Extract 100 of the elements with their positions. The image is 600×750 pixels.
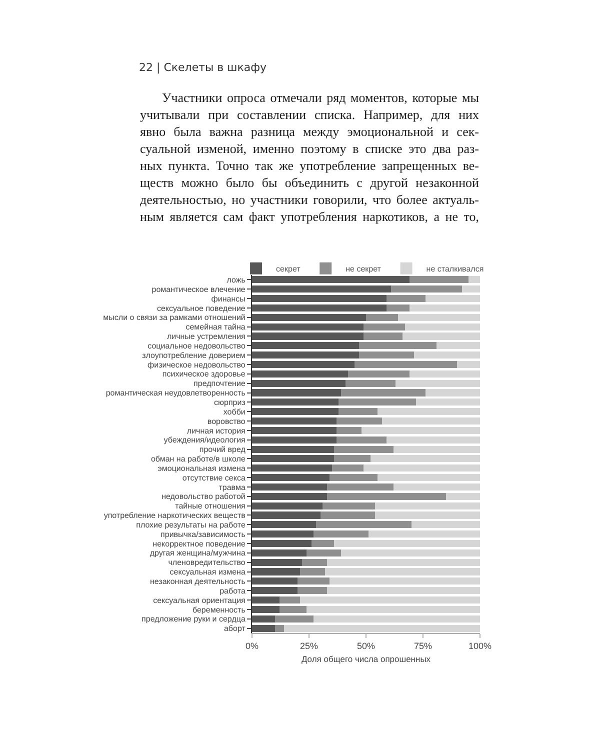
y-tick-label: недовольство работой — [162, 492, 246, 502]
bar — [252, 558, 302, 566]
bar — [252, 304, 387, 312]
y-tick-label: воровство — [207, 416, 246, 426]
bar — [334, 455, 371, 462]
y-tick-label: отсутствие секса — [182, 473, 246, 482]
y-tick-label: тайные отношения — [175, 502, 246, 511]
y-tick-label: обман на работе/в школе — [150, 454, 246, 464]
bar — [409, 370, 480, 378]
bar — [386, 295, 426, 302]
bar — [327, 492, 446, 500]
bar — [377, 474, 480, 482]
bar — [311, 540, 334, 548]
bar — [252, 389, 341, 396]
x-tick-label: 25% — [300, 640, 318, 651]
bar — [359, 342, 437, 350]
y-tick-label: физическое недовольство — [148, 360, 246, 370]
bar — [330, 474, 378, 482]
legend-label: не секрет — [346, 264, 382, 274]
bar — [252, 615, 275, 622]
bar — [386, 436, 480, 444]
bar — [375, 502, 480, 510]
bar — [364, 464, 480, 472]
y-tick-label: некорректное поведение — [152, 539, 246, 548]
bar — [252, 323, 364, 330]
bar — [404, 323, 480, 330]
bar — [252, 568, 300, 576]
bar — [252, 483, 328, 491]
bar — [252, 314, 366, 321]
y-tick-label: прочий вред — [199, 445, 246, 454]
bar — [298, 587, 328, 594]
bar — [462, 286, 480, 293]
y-tick-label: романтическое влечение — [152, 284, 246, 294]
bar — [368, 530, 480, 538]
y-tick-label: другая женщина/мужчина — [150, 548, 246, 558]
bar — [252, 474, 330, 482]
bar — [364, 332, 402, 340]
bar — [377, 408, 480, 416]
text: Участники опроса отмечали ряд моментов, которые мы учитывали при составлении списка. Например, для них явно была важна разница между эмоциональной и сек- суальной изменой, именно поэтому в списке это два раз- ных пункта. Точно так же употребление запрещенных ве- ществ можно было бы объединить с другой незаконной деятельностью, но участники говорили, что более актуаль- ным является сам факт употребления наркотиков, а не то, — [140, 89, 479, 225]
bar — [300, 596, 480, 604]
bar — [252, 492, 328, 500]
bar — [345, 380, 396, 387]
y-tick-label: финансы — [211, 294, 246, 304]
y-tick-label: мысли о связи за рамками отношений — [103, 313, 246, 322]
bar — [468, 276, 480, 284]
y-tick-label: работа — [220, 586, 246, 596]
y-tick-label: хобби — [223, 407, 246, 416]
bar — [327, 587, 480, 594]
bar — [252, 426, 336, 434]
bar — [252, 502, 323, 510]
bar — [393, 483, 480, 491]
bar — [457, 360, 480, 368]
bar — [334, 446, 394, 453]
bar — [252, 398, 339, 406]
legend-label: не сталкивался — [426, 264, 484, 274]
y-tick-label: сюрприз — [214, 398, 246, 407]
x-tick-label: 50% — [356, 640, 376, 651]
bar — [382, 417, 480, 425]
y-tick-label: сексуальное поведение — [156, 304, 246, 313]
bar — [252, 408, 339, 416]
y-tick-label: беременность — [192, 605, 246, 614]
bar — [252, 596, 280, 604]
bar — [336, 417, 382, 425]
y-tick-label: предпочтение — [194, 379, 246, 388]
bar — [252, 342, 360, 350]
bar — [316, 521, 412, 528]
bar — [416, 398, 480, 406]
y-tick-label: личные устремления — [166, 332, 246, 342]
bar — [425, 389, 480, 396]
bar — [252, 446, 334, 453]
bar — [300, 568, 325, 576]
bar — [393, 446, 480, 453]
bar — [314, 530, 368, 538]
bar — [327, 558, 480, 566]
bar — [414, 352, 480, 359]
y-tick-label: социальное недовольство — [148, 341, 246, 350]
bar — [252, 578, 298, 585]
bar — [446, 492, 480, 500]
bar — [396, 380, 480, 387]
bar — [334, 540, 480, 548]
bar — [252, 455, 334, 462]
bar — [252, 624, 275, 632]
bar — [348, 370, 410, 378]
bar — [298, 578, 330, 585]
bar — [370, 455, 480, 462]
bar — [252, 417, 336, 425]
bar — [338, 398, 416, 406]
y-tick-label: плохие результаты на работе — [136, 520, 246, 530]
bar — [252, 436, 336, 444]
bar — [409, 276, 469, 284]
x-tick-label: 100% — [468, 640, 492, 651]
bar — [320, 512, 376, 519]
y-tick-label: травма — [218, 482, 246, 492]
bar — [284, 624, 480, 632]
y-tick-label: сексуальная ориентация — [153, 596, 246, 605]
y-tick-label: убеждения/идеология — [164, 436, 246, 445]
bar — [398, 314, 480, 321]
y-tick-label: личная история — [186, 426, 246, 436]
bar — [252, 370, 348, 378]
bar — [412, 521, 480, 528]
